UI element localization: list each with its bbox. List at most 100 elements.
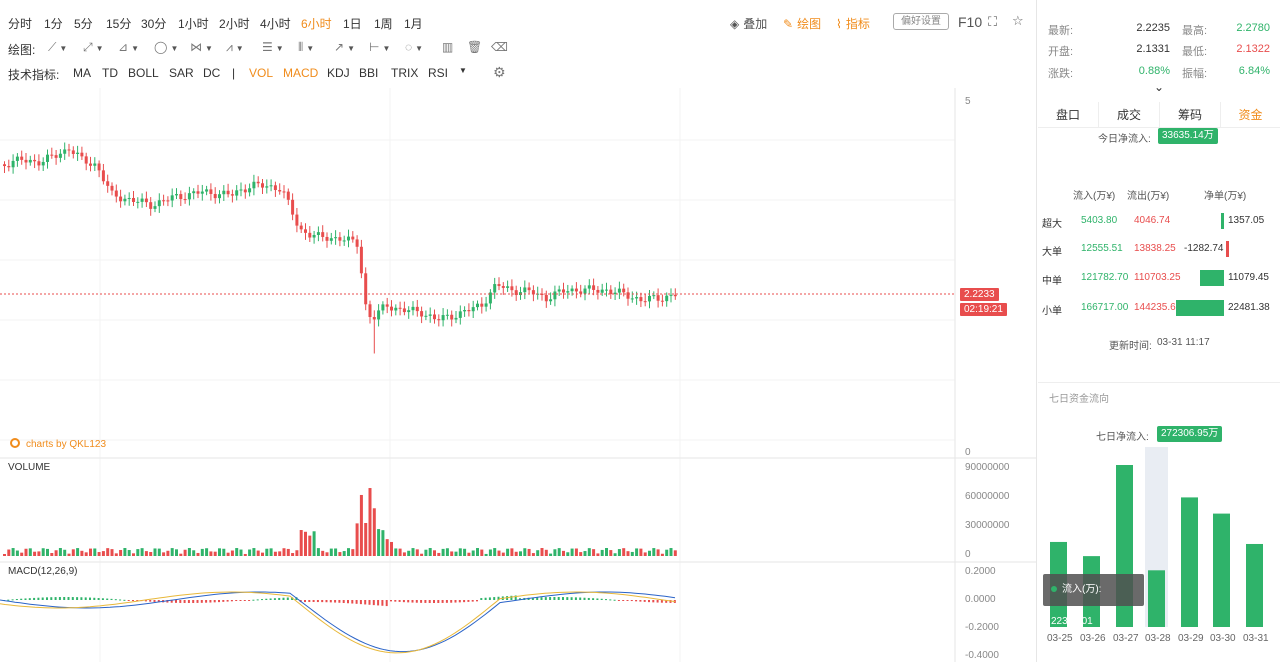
indicator-rsi[interactable]: RSI bbox=[428, 66, 449, 80]
draw-button[interactable]: ✎ 绘图 bbox=[783, 17, 822, 31]
indicator-sar[interactable]: SAR bbox=[169, 66, 194, 80]
candle bbox=[656, 295, 660, 301]
volume-bar bbox=[58, 548, 62, 556]
macd-histogram-bar bbox=[411, 600, 414, 603]
indicator-macd[interactable]: MACD bbox=[283, 66, 319, 80]
candle bbox=[235, 190, 239, 196]
volume-bar bbox=[144, 551, 148, 556]
macd-histogram-bar bbox=[239, 600, 242, 601]
fullscreen-icon[interactable]: ⛶ bbox=[988, 14, 998, 29]
candle bbox=[626, 292, 630, 299]
bars-tool-icon[interactable]: ▥ bbox=[442, 40, 454, 54]
inflow-bar[interactable] bbox=[1181, 497, 1198, 627]
macd-histogram-bar bbox=[338, 600, 341, 603]
indicator-more-icon[interactable]: ▼ bbox=[459, 66, 467, 75]
flow-row-outflow: 144235.62 bbox=[1134, 302, 1182, 313]
settings-gear-icon[interactable]: ⚙ bbox=[493, 64, 506, 80]
timeframe-toolbar: 分时 1分 5分 15分 30分 1小时 2小时 4小时 6小时 1日 1周 1月 bbox=[0, 10, 1037, 34]
timeframe-10[interactable]: 1周 bbox=[374, 17, 393, 31]
timeframe-6[interactable]: 2小时 bbox=[219, 17, 250, 31]
expand-chevron-icon[interactable]: ⌄ bbox=[1154, 80, 1165, 94]
inflow-bar[interactable] bbox=[1246, 543, 1263, 627]
gann-tool-icon[interactable]: ⦀ ▼ bbox=[298, 40, 315, 54]
volume-bar bbox=[665, 549, 669, 556]
indicator-kdj[interactable]: KDJ bbox=[327, 66, 350, 80]
volume-bar bbox=[63, 549, 67, 556]
candle bbox=[127, 197, 131, 199]
candle bbox=[484, 303, 488, 307]
indicator-boll[interactable]: BOLL bbox=[128, 66, 159, 80]
timeframe-4[interactable]: 30分 bbox=[141, 17, 167, 31]
volume-bar bbox=[200, 548, 204, 556]
arrow-tool-icon[interactable]: ↗ ▼ bbox=[334, 40, 355, 54]
candle bbox=[20, 156, 24, 160]
line-tool-icon[interactable]: ⟋ ▼ bbox=[48, 40, 68, 54]
timeframe-7[interactable]: 4小时 bbox=[260, 17, 291, 31]
candle bbox=[256, 181, 260, 184]
candle bbox=[273, 185, 277, 191]
pattern-tool-icon[interactable]: ⋈ ▼ bbox=[190, 40, 213, 54]
fib-tool-icon[interactable]: ☰ ▼ bbox=[262, 40, 284, 54]
latest-value: 2.2235 bbox=[1136, 22, 1170, 34]
macd-histogram-bar bbox=[424, 600, 427, 603]
volume-bar bbox=[136, 549, 140, 556]
macd-histogram-bar bbox=[450, 600, 453, 603]
tab-funds[interactable]: 资金 bbox=[1238, 108, 1263, 122]
trash-icon[interactable]: 🗑 bbox=[467, 40, 483, 54]
volume-bar bbox=[519, 551, 522, 556]
timeframe-8[interactable]: 6小时 bbox=[301, 17, 332, 31]
indicator-vol[interactable]: VOL bbox=[249, 66, 274, 80]
circle-tool-icon[interactable]: ◯ ▼ bbox=[154, 40, 179, 54]
candle bbox=[527, 287, 531, 291]
volume-bar bbox=[596, 553, 600, 556]
timeframe-3[interactable]: 15分 bbox=[106, 17, 132, 31]
open-label: 开盘: bbox=[1048, 46, 1074, 58]
tab-orderbook[interactable]: 盘口 bbox=[1055, 108, 1080, 122]
indicator-td[interactable]: TD bbox=[102, 66, 118, 80]
measure-tool-icon[interactable]: ⊢ ▼ bbox=[369, 40, 391, 54]
star-icon[interactable]: ☆ bbox=[1012, 13, 1024, 28]
f10-button[interactable]: F10 bbox=[958, 14, 983, 30]
indicator-bbi[interactable]: BBI bbox=[359, 66, 379, 80]
tab-trades[interactable]: 成交 bbox=[1116, 108, 1141, 122]
timeframe-11[interactable]: 1月 bbox=[404, 17, 423, 31]
macd-histogram-bar bbox=[531, 597, 534, 600]
wave-tool-icon[interactable]: ⩘ ▼ bbox=[226, 40, 244, 54]
timeframe-0[interactable]: 分时 bbox=[8, 17, 33, 31]
volume-bar bbox=[351, 549, 355, 556]
channel-tool-icon[interactable]: ⊿ ▼ bbox=[118, 40, 139, 54]
candle bbox=[424, 315, 428, 317]
inflow-bar[interactable] bbox=[1148, 570, 1165, 627]
macd-histogram-bar bbox=[321, 600, 324, 603]
inflow-bar[interactable] bbox=[1213, 513, 1230, 627]
candlestick-chart[interactable] bbox=[0, 0, 1036, 662]
timeframe-5[interactable]: 1小时 bbox=[178, 17, 209, 31]
volume-bar bbox=[205, 548, 209, 556]
preference-button[interactable]: 偏好设置 bbox=[893, 13, 949, 30]
timeframe-2[interactable]: 5分 bbox=[74, 17, 93, 31]
volume-bar bbox=[566, 552, 570, 556]
candle bbox=[613, 292, 617, 295]
indicator-ma[interactable]: MA bbox=[73, 66, 91, 80]
indicator-button[interactable]: ⌇ 指标 bbox=[836, 17, 870, 31]
comment-tool-icon[interactable]: ◌ ▼ bbox=[405, 40, 424, 54]
eraser-icon[interactable]: ⌫ bbox=[491, 40, 508, 54]
open-value: 2.1331 bbox=[1136, 43, 1170, 55]
volume-bar bbox=[235, 548, 239, 556]
tab-chips[interactable]: 筹码 bbox=[1177, 108, 1202, 122]
overlay-button[interactable]: ◈ 叠加 bbox=[730, 17, 768, 31]
seven-day-bar-chart[interactable] bbox=[1038, 0, 1280, 662]
macd-histogram-bar bbox=[291, 597, 294, 600]
candle bbox=[316, 232, 320, 235]
indicator-dc[interactable]: DC bbox=[203, 66, 221, 80]
candle bbox=[523, 287, 527, 293]
macd-line bbox=[0, 591, 676, 654]
candle bbox=[587, 285, 591, 289]
timeframe-1[interactable]: 1分 bbox=[44, 17, 63, 31]
legend-dot-icon bbox=[1051, 586, 1057, 592]
indicator-trix[interactable]: TRIX bbox=[391, 66, 419, 80]
macd-histogram-bar bbox=[33, 597, 36, 600]
candle bbox=[28, 159, 32, 163]
timeframe-9[interactable]: 1日 bbox=[343, 17, 362, 31]
ray-tool-icon[interactable]: ⤢ ▼ bbox=[83, 40, 104, 54]
